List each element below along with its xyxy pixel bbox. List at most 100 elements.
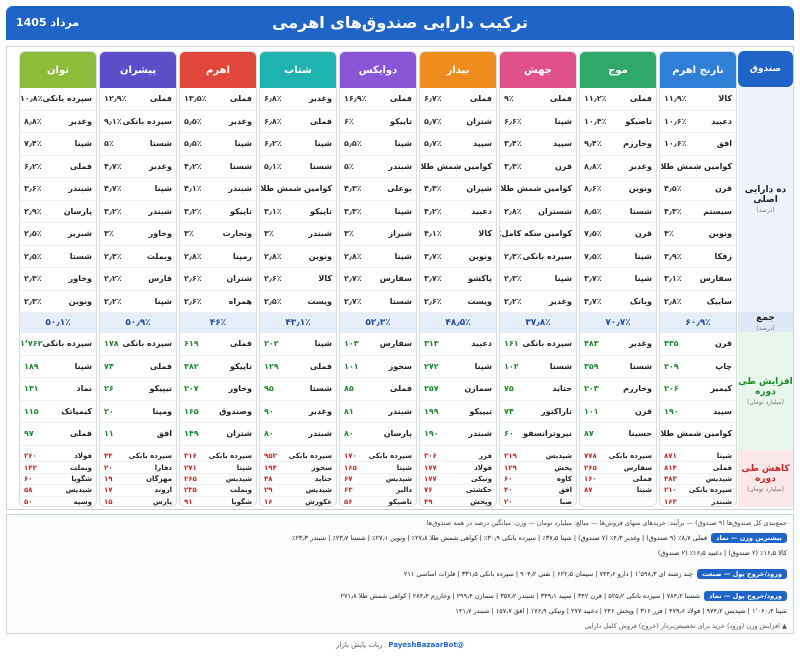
- asset-value: ۲٫۵٪: [24, 251, 42, 261]
- dec-row: سپرده بانکی ۴۴: [100, 451, 176, 463]
- top-row: فملی ۱۲٫۹٪: [100, 88, 176, 111]
- dec-row: شپدیس ۲۱۹: [500, 451, 576, 463]
- asset-name: ونوین: [308, 251, 332, 261]
- asset-value: ۱۵: [104, 497, 113, 506]
- top-row: شستا ۵٪: [100, 133, 176, 156]
- inc-row: کیمیر ۲۰۶: [660, 378, 736, 401]
- asset-value: ۳٫۴٪: [504, 161, 522, 171]
- asset-name: کوامین شمش طلا: [420, 161, 492, 171]
- dec-row: فزر ۳۰۶: [420, 451, 496, 463]
- top-row: فملی ۱۱٫۲٪: [580, 88, 656, 111]
- asset-value: ۲٫۲٪: [504, 296, 522, 306]
- asset-name: شبریز: [67, 229, 92, 239]
- asset-name: وغدیر: [548, 296, 572, 306]
- top-row: کوامین شمش طلا۴٫۷٪: [660, 156, 736, 178]
- brand-label: ربات پایش بازار: [336, 641, 383, 649]
- brand-handle[interactable]: @PayeshBazaarBot: [388, 641, 464, 649]
- asset-name: شپنا: [234, 139, 252, 149]
- asset-name: شبندر: [308, 229, 332, 239]
- asset-name: شستا: [309, 161, 332, 171]
- asset-name: سخوز: [311, 463, 332, 472]
- top-row: شبندر ۳٪: [260, 223, 336, 246]
- fund-name[interactable]: نارنج اهرم: [660, 52, 736, 88]
- asset-value: ۴٪: [664, 229, 674, 239]
- asset-value: ۲٫۸٪: [664, 296, 682, 306]
- fund-name[interactable]: جهش: [500, 52, 576, 88]
- asset-name: وبملت: [70, 463, 92, 472]
- fund-name[interactable]: شتاب: [260, 52, 336, 88]
- inc-row: فملی ۱۲۹: [260, 356, 336, 378]
- asset-value: ۳٪: [104, 229, 114, 239]
- fund-name[interactable]: دوایکس: [340, 52, 416, 88]
- asset-value: ۲٫۲٪: [104, 274, 122, 284]
- fund-total: ۴۸٫۵٪: [420, 313, 496, 333]
- dec-row: افق ۴۰: [500, 485, 576, 497]
- asset-name: فملی: [150, 361, 172, 371]
- asset-value: ۷۴: [504, 406, 514, 416]
- asset-name: وتجارت: [222, 229, 252, 239]
- fund-name[interactable]: اهرم: [180, 52, 256, 88]
- fund-name[interactable]: پیشران: [100, 52, 176, 88]
- asset-name: سفارس: [379, 339, 412, 349]
- asset-name: افق: [716, 139, 732, 149]
- top-row: شپنا ۲٫۳٪: [500, 268, 576, 291]
- footer-line-industry: ورود/خروج پول — صنعتچند رشته ای ۱٬۵۹۸٫۳ …: [13, 569, 787, 579]
- asset-name: تاپیکو: [390, 116, 412, 126]
- fund-name[interactable]: موج: [580, 52, 656, 88]
- asset-name: کیمیاتک: [61, 406, 92, 416]
- asset-value: ۲٫۵٪: [264, 296, 282, 306]
- fund-name[interactable]: توان: [20, 52, 96, 88]
- asset-name: سپرده بانکی: [522, 251, 572, 261]
- asset-value: ۳٪: [344, 229, 354, 239]
- asset-name: شپنا: [396, 463, 412, 472]
- asset-name: وغدیر: [628, 339, 652, 349]
- asset-value: ۱۲۹: [504, 463, 517, 472]
- date-label: مرداد 1405: [16, 16, 80, 29]
- asset-name: کالا: [318, 274, 332, 284]
- asset-name: پارس: [153, 497, 172, 506]
- top-row: ونوین ۸٫۶٪: [580, 178, 656, 201]
- inc-row: فملی ۷۴: [100, 356, 176, 378]
- asset-value: ۱۲٫۹٪: [104, 94, 127, 104]
- asset-name: سپرده بانکی: [208, 452, 252, 461]
- asset-value: ۱۳۱: [24, 384, 39, 394]
- asset-name: شگویا: [231, 497, 252, 506]
- asset-value: ۲۰: [504, 497, 513, 506]
- asset-value: ۲۶۵: [184, 474, 197, 483]
- inc-row: وغدیر ۴۸۳: [580, 333, 656, 356]
- asset-value: ۱۰۳: [344, 339, 359, 349]
- dec-row: وبملت ۱۴۲: [20, 462, 96, 474]
- asset-name: کیمیر: [710, 384, 732, 394]
- asset-value: ۱۹۹: [424, 406, 439, 416]
- asset-value: ۸۱۴: [664, 463, 677, 472]
- asset-name: وخاور: [148, 229, 172, 239]
- fund-name[interactable]: بیدار: [420, 52, 496, 88]
- asset-value: ۲۳۵: [184, 486, 197, 495]
- inc-row: شستا ۳۵۹: [580, 356, 656, 378]
- asset-value: ۴٫۳٪: [664, 206, 682, 216]
- asset-name: کوامین شمش طلا: [500, 184, 572, 194]
- inc-row: شپنا ۲۰۲: [260, 333, 336, 356]
- dec-row: تاصیکو ۵۶: [340, 497, 416, 506]
- asset-value: ۴۸۳: [584, 339, 599, 349]
- asset-name: قرن: [714, 339, 732, 349]
- row-label-total: جمع (درصد): [738, 312, 793, 332]
- asset-name: تیپیکو: [469, 406, 492, 416]
- top-row: افق ۱۰٫۶٪: [660, 133, 736, 156]
- top-row: وغدیر ۵٫۵٪: [180, 111, 256, 133]
- top-row: سفارس ۲٫۷٪: [340, 268, 416, 291]
- fund-total: ۳۷٫۸٪: [500, 313, 576, 333]
- asset-value: ۱۶۳: [664, 497, 677, 506]
- inc-row: وخارزم ۲۰۳: [580, 378, 656, 401]
- asset-name: افق: [156, 429, 172, 439]
- top-row: فملی ۱۳٫۵٪: [180, 88, 256, 111]
- top-row: شستا ۵٫۱٪: [260, 156, 336, 178]
- asset-value: ۱۷۷: [424, 463, 437, 472]
- asset-name: شپدیس: [65, 486, 92, 495]
- top-row: شپنا ۲٫۸٪: [340, 246, 416, 268]
- asset-name: سایپک: [706, 296, 732, 306]
- asset-value: ۱۴۹: [184, 429, 199, 439]
- asset-value: ۲٫۲٪: [104, 296, 122, 306]
- asset-value: ۷۵: [504, 384, 514, 394]
- asset-value: ۲٫۸٪: [184, 251, 202, 261]
